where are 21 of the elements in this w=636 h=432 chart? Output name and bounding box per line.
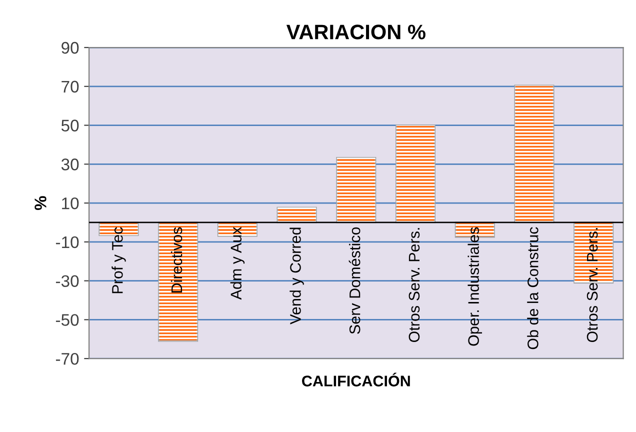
y-tick-label: 70 [62,80,79,93]
y-tick-label: -10 [56,236,79,248]
x-tick-label: Vend y Corred [290,228,304,324]
x-tick-label: Ob de la Construc [527,227,538,350]
y-tick-label: 30 [61,158,79,170]
x-tick-label: Otros Serv. Pers. [408,228,420,342]
y-tick-label: -30 [56,275,79,288]
y-tick-label: -50 [56,314,79,326]
y-axis-title: % [34,196,46,210]
x-tick-label: Serv Doméstico [348,227,360,334]
x-tick-label: Directivos [170,227,182,293]
y-tick-label: 90 [62,42,79,54]
y-tick-label: -70 [56,352,79,365]
x-axis-title: CALIFICACIÓN [302,372,410,386]
x-tick-label: Prof y Tec [112,227,126,294]
y-tick-label: 10 [62,197,79,210]
x-tick-label: Otros Serv. Pers. [586,228,598,342]
x-tick-label: Adm y Aux [230,226,245,300]
x-tick-label: Oper. Industriales [468,227,482,346]
chart-title: VARIACION % [286,24,426,40]
y-tick-label: 50 [61,120,79,132]
